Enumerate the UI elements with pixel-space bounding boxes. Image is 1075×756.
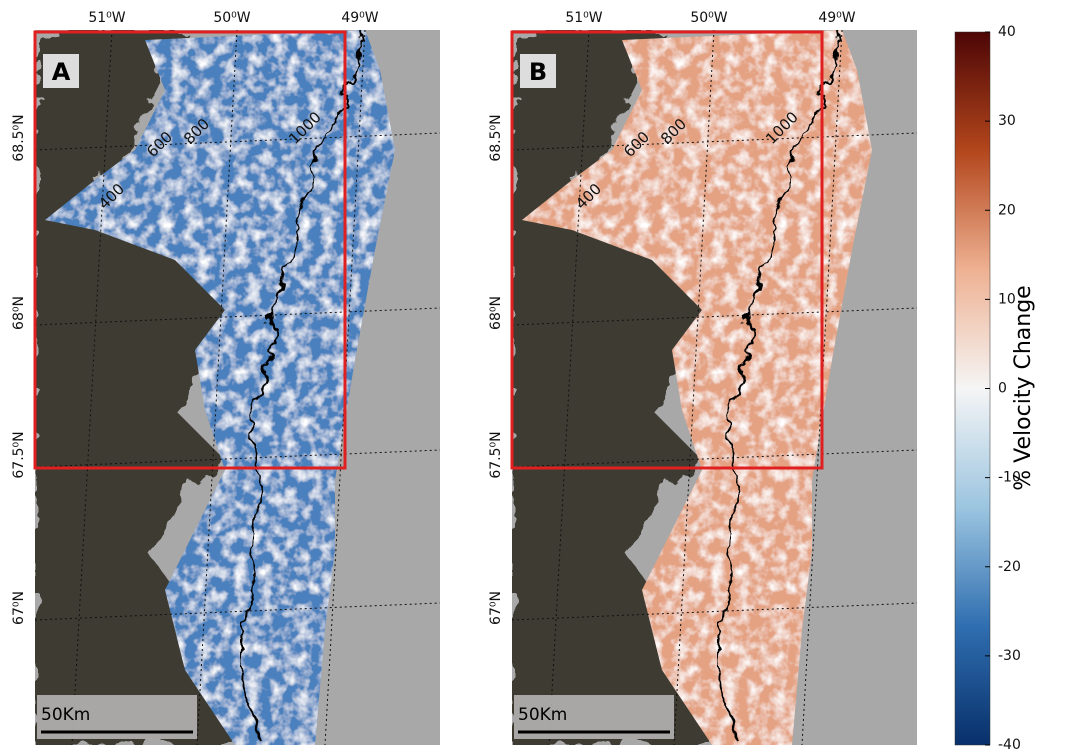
colorbar-tick-label: -40 — [998, 737, 1021, 752]
scale-label: 50Km — [41, 705, 90, 725]
colorbar-tick-label: 0 — [998, 381, 1007, 397]
colorbar — [955, 32, 990, 745]
longitude-label: 49⁰W — [818, 10, 855, 26]
latitude-label: 67⁰N — [488, 591, 504, 625]
colorbar-tick-label: -30 — [998, 648, 1021, 664]
panel-letter: B — [529, 58, 547, 86]
latitude-label: 68⁰N — [488, 296, 504, 330]
longitude-label: 49⁰W — [341, 10, 378, 26]
latitude-label: 67.5⁰N — [488, 431, 504, 478]
longitude-label: 50⁰W — [213, 10, 250, 26]
colorbar-tick-label: -20 — [998, 559, 1021, 575]
latitude-label: 67.5⁰N — [11, 431, 27, 478]
panel-letter: A — [52, 58, 71, 86]
latitude-label: 67⁰N — [11, 591, 27, 625]
colorbar-tick-label: 40 — [998, 24, 1016, 40]
scale-label: 50Km — [518, 705, 567, 725]
colorbar-tick-label: 20 — [998, 202, 1016, 218]
longitude-label: 51⁰W — [565, 10, 602, 26]
page: {"panels": [ {"letter": "A", "scale_bar"… — [0, 0, 1075, 752]
colorbar-tick-label: 30 — [998, 113, 1016, 129]
figure: A400600800100050Km 51⁰W 50⁰W 49⁰W 68.5⁰N 68⁰N… — [0, 0, 1075, 752]
colorbar-title: % Velocity Change — [1011, 285, 1036, 490]
latitude-label: 68.5⁰N — [488, 114, 504, 161]
longitude-label: 50⁰W — [690, 10, 727, 26]
longitude-label: 51⁰W — [88, 10, 125, 26]
latitude-label: 68.5⁰N — [11, 114, 27, 161]
latitude-label: 68⁰N — [11, 296, 27, 330]
